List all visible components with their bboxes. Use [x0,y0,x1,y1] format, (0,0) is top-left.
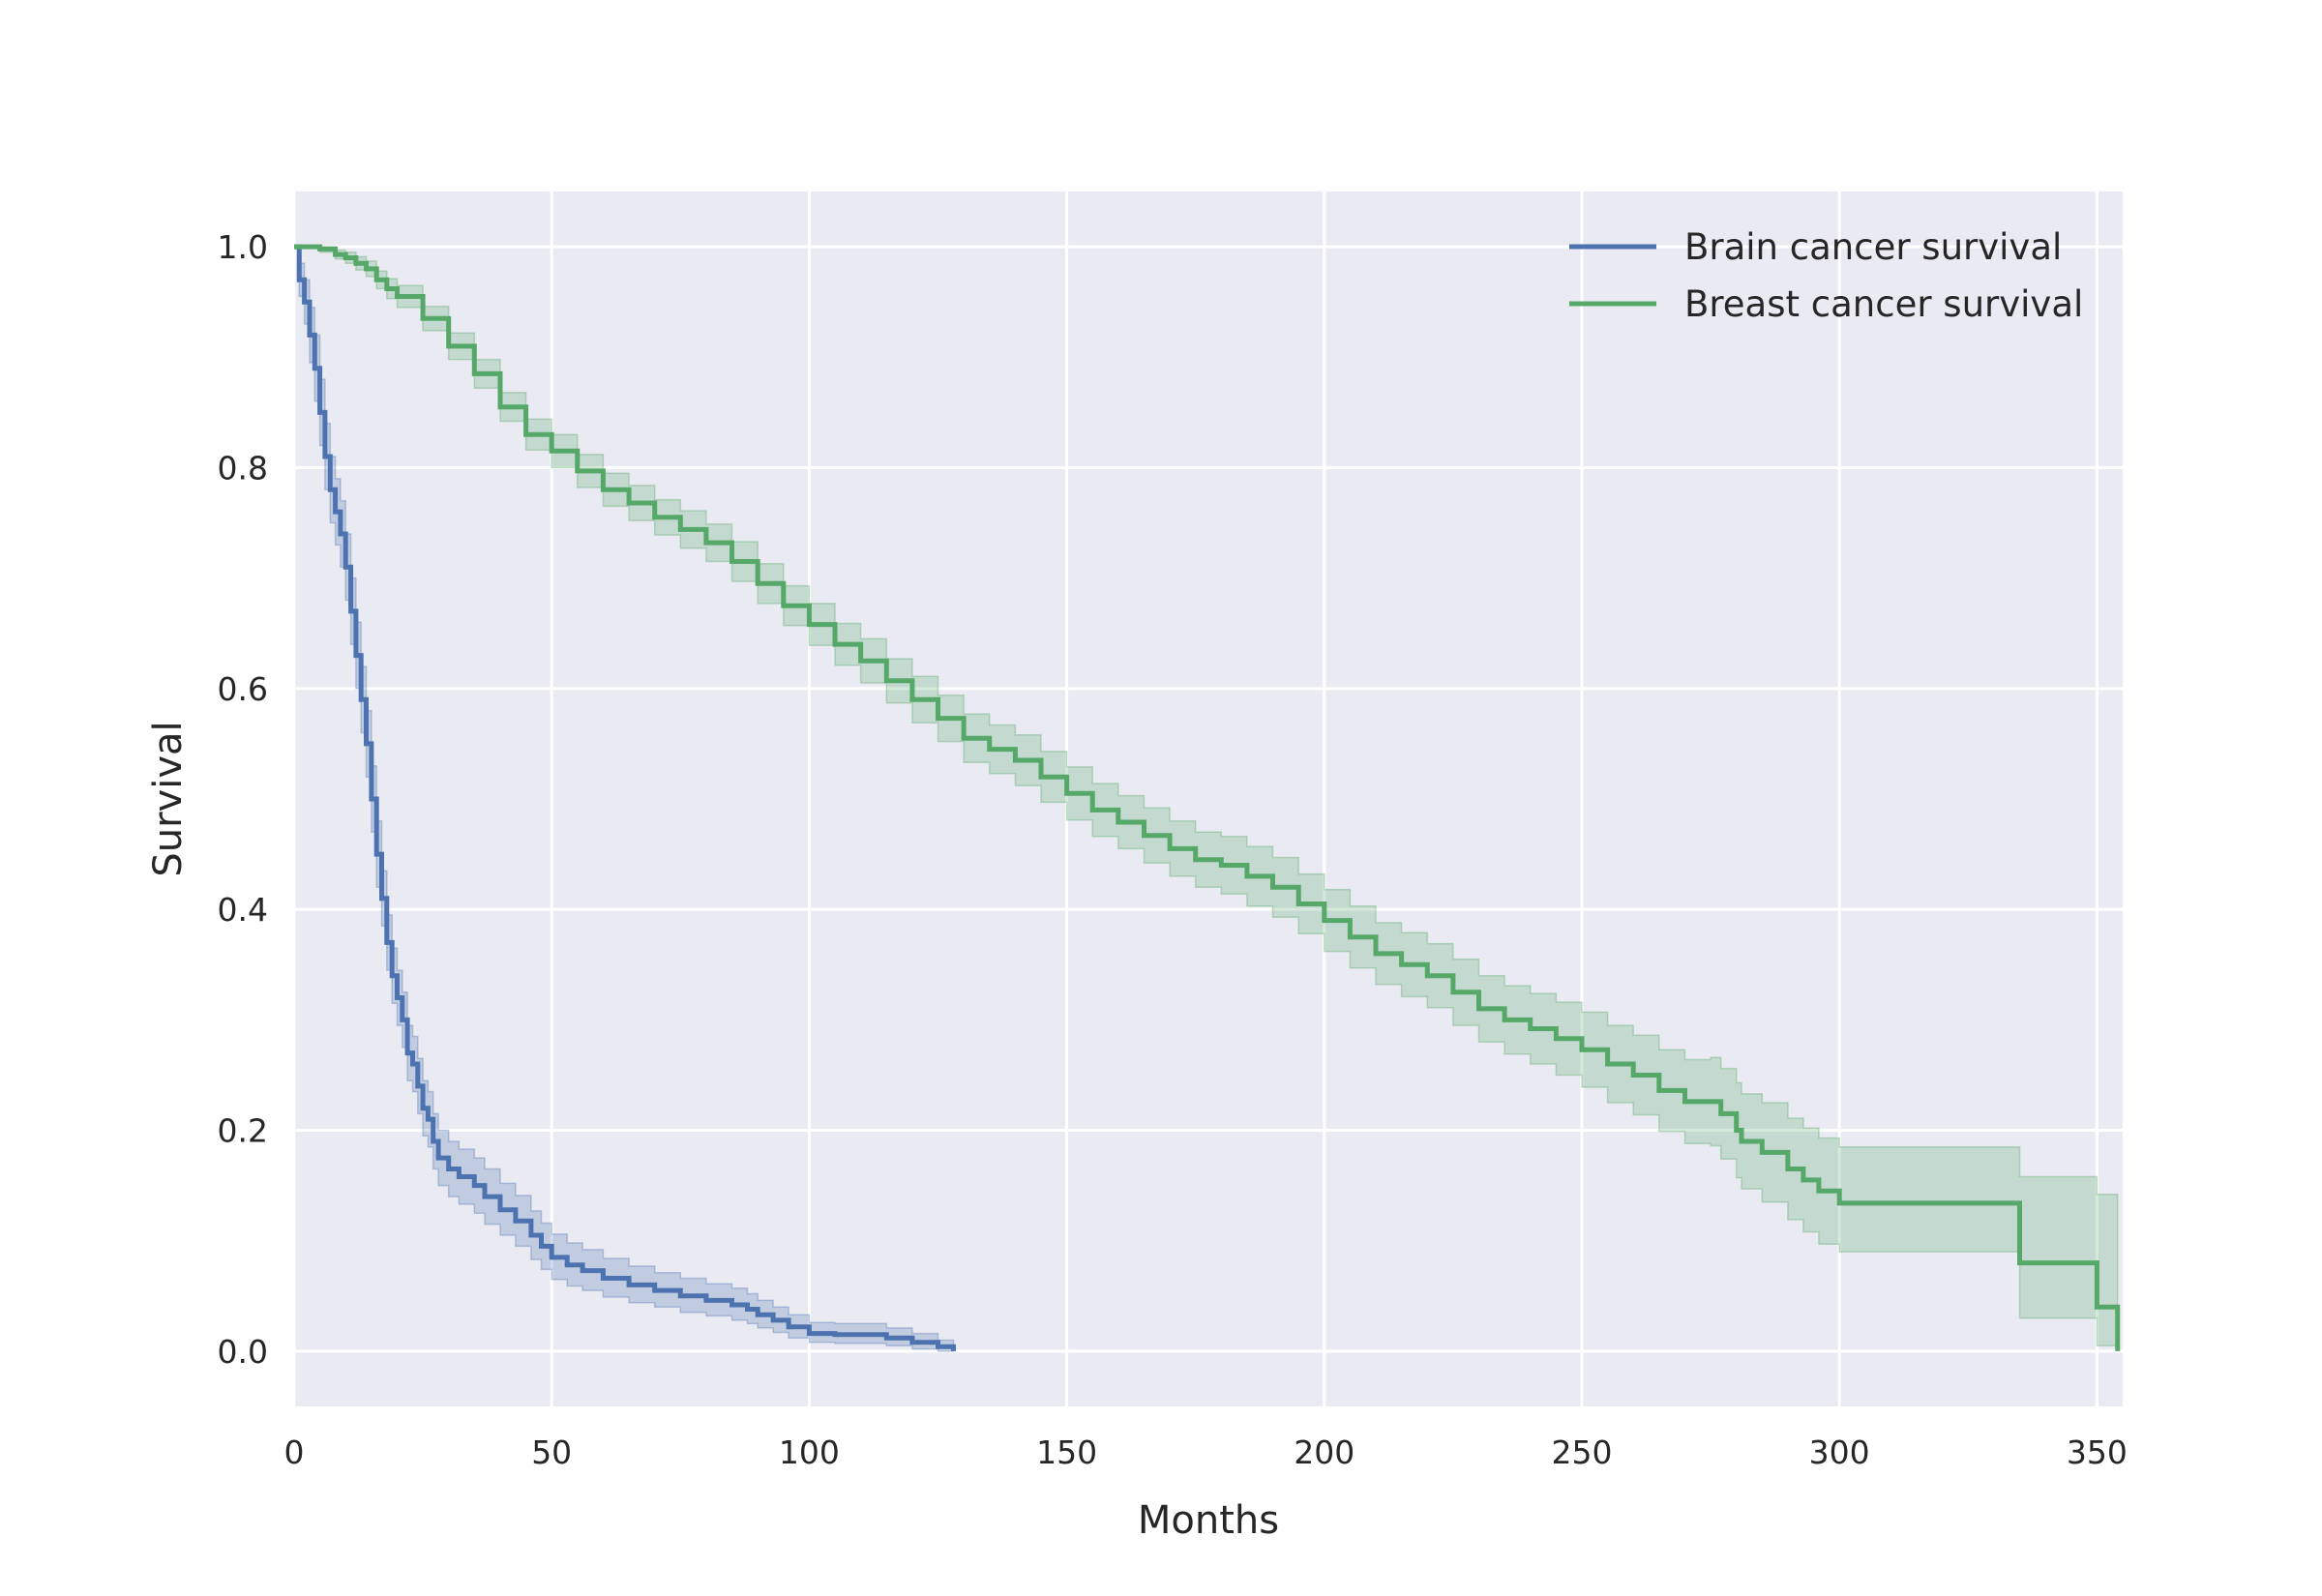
legend-label: Breast cancer survival [1684,283,2083,325]
x-tick-label: 100 [779,1433,840,1471]
legend: Brain cancer survival Breast cancer survi… [1569,226,2083,325]
x-tick-labels: 0 50 100 150 200 250 300 350 [284,1433,2128,1471]
y-axis-label: Survival [146,721,191,876]
x-tick-label: 200 [1294,1433,1354,1471]
y-tick-label: 1.0 [218,228,268,266]
x-axis-label: Months [1138,1498,1279,1543]
y-tick-label: 0.0 [218,1333,268,1371]
y-tick-labels: 0.0 0.2 0.4 0.6 0.8 1.0 [218,228,268,1371]
y-tick-label: 0.8 [218,449,268,487]
breast-cancer-survival-line [294,244,2121,1351]
y-tick-label: 0.6 [218,670,268,708]
survival-lines [294,244,2121,1351]
x-tick-label: 300 [1809,1433,1870,1471]
legend-label: Brain cancer survival [1684,226,2062,268]
x-tick-label: 150 [1036,1433,1097,1471]
x-tick-label: 0 [284,1433,305,1471]
x-tick-label: 50 [531,1433,572,1471]
y-tick-label: 0.2 [218,1112,268,1150]
y-tick-label: 0.4 [218,891,268,929]
plot-background [294,192,2123,1406]
x-tick-label: 350 [2067,1433,2128,1471]
grid [292,192,2123,1406]
brain-cancer-survival-line [294,244,956,1351]
x-tick-label: 250 [1551,1433,1612,1471]
